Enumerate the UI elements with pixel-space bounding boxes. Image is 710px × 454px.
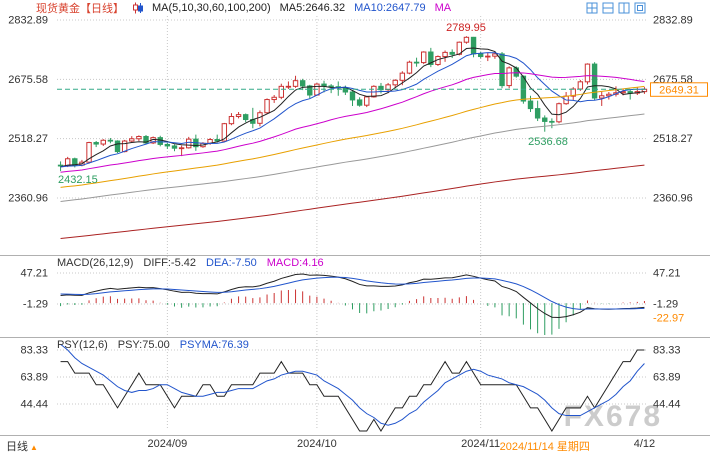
ma5-value: MA5:2646.32 — [279, 2, 346, 14]
layout-single-icon[interactable] — [634, 2, 646, 14]
macd-diff-value: DIFF:-5.42 — [143, 257, 196, 269]
y-axis-tick: 2832.89 — [653, 16, 693, 27]
watermark: FX678 — [564, 400, 662, 433]
layout-quad-icon[interactable] — [586, 2, 598, 14]
ma-settings-label: MA(5,10,30,60,100,200) — [152, 2, 271, 14]
x-axis-label: 4/12 — [633, 438, 656, 450]
layout-cols-icon[interactable] — [618, 2, 630, 14]
y-axis-tick: -1.29 — [23, 299, 48, 311]
macd-histogram-value: MACD:4.16 — [267, 257, 324, 269]
y-axis-tick: 83.33 — [20, 345, 48, 357]
period-selector[interactable]: 日线 ▲ — [6, 438, 38, 454]
y-axis-tick: 2518.27 — [653, 133, 693, 145]
x-axis-label: 2024/11 — [461, 438, 501, 450]
layout-rows-icon[interactable] — [602, 2, 614, 14]
chart-canvas[interactable]: FX678 2832.89 2675.58 2518.27 2360.96 28… — [0, 16, 710, 436]
psy-title: PSY(12,6) — [57, 339, 108, 351]
y-axis-tick: 2675.58 — [8, 74, 48, 86]
y-axis-tick: -1.29 — [653, 299, 678, 311]
chart-plot-layers — [0, 16, 710, 436]
annotation-start-low: 2432.15 — [58, 174, 98, 186]
x-axis-label: 2024/10 — [297, 438, 337, 450]
psy-header: PSY(12,6) PSY:75.00 PSYMA:76.39 — [57, 339, 249, 351]
y-axis-tick: 2518.27 — [8, 133, 48, 145]
macd-dea-value: DEA:-7.50 — [206, 257, 257, 269]
candle-style-icon[interactable] — [133, 2, 143, 14]
annotation-high: 2789.95 — [446, 22, 486, 34]
ma-more-label: MA — [434, 2, 452, 14]
x-axis-label: 2024/11/14 星期四 — [499, 441, 590, 453]
y-axis-tick: 83.33 — [653, 345, 681, 357]
y-axis-tick: 63.89 — [653, 372, 681, 384]
y-axis-tick: 2832.89 — [8, 16, 48, 27]
last-price-tag: 2649.31 — [659, 84, 699, 96]
macd-header: MACD(26,12,9) DIFF:-5.42 DEA:-7.50 MACD:4.1… — [57, 257, 324, 269]
y-axis-tick: 63.89 — [20, 372, 48, 384]
y-axis-tick: 2360.96 — [653, 193, 693, 205]
psyma-value: PSYMA:76.39 — [180, 339, 249, 351]
symbol-title: 现货黄金【日线】 — [36, 3, 124, 15]
period-up-arrow-icon: ▲ — [30, 443, 38, 452]
last-price-tag-box — [650, 82, 708, 97]
macd-title: MACD(26,12,9) — [57, 257, 133, 269]
y-axis-tick: 44.44 — [653, 399, 681, 411]
macd-extra-tick: -22.97 — [653, 313, 684, 325]
x-axis-label: 2024/09 — [147, 438, 188, 450]
y-axis-tick: 47.21 — [653, 268, 681, 280]
ma10-value: MA10:2647.79 — [354, 2, 426, 14]
y-axis-tick: 44.44 — [20, 399, 48, 411]
top-header-bar: 现货黄金【日线】 MA(5,10,30,60,100,200) MA5:2646… — [0, 0, 710, 16]
y-axis-tick: 47.21 — [20, 268, 48, 280]
period-label: 日线 — [6, 441, 28, 453]
x-axis-bar: 日线 ▲ 2024/09 2024/10 2024/11 2024/11/14 星期四 4… — [0, 436, 710, 453]
y-axis-tick: 2360.96 — [8, 193, 48, 205]
psy-value: PSY:75.00 — [118, 339, 170, 351]
annotation-low: 2536.68 — [528, 136, 568, 148]
chart-layout-toolbar — [586, 2, 646, 14]
